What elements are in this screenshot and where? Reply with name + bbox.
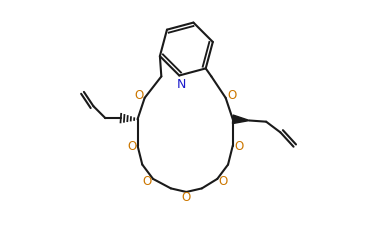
Text: O: O bbox=[227, 89, 236, 102]
Text: O: O bbox=[142, 175, 152, 188]
Text: O: O bbox=[127, 140, 136, 153]
Text: O: O bbox=[182, 191, 191, 204]
Text: O: O bbox=[235, 140, 244, 153]
Text: O: O bbox=[134, 89, 143, 102]
Text: N: N bbox=[176, 78, 186, 91]
Polygon shape bbox=[233, 115, 250, 124]
Text: O: O bbox=[219, 175, 228, 188]
